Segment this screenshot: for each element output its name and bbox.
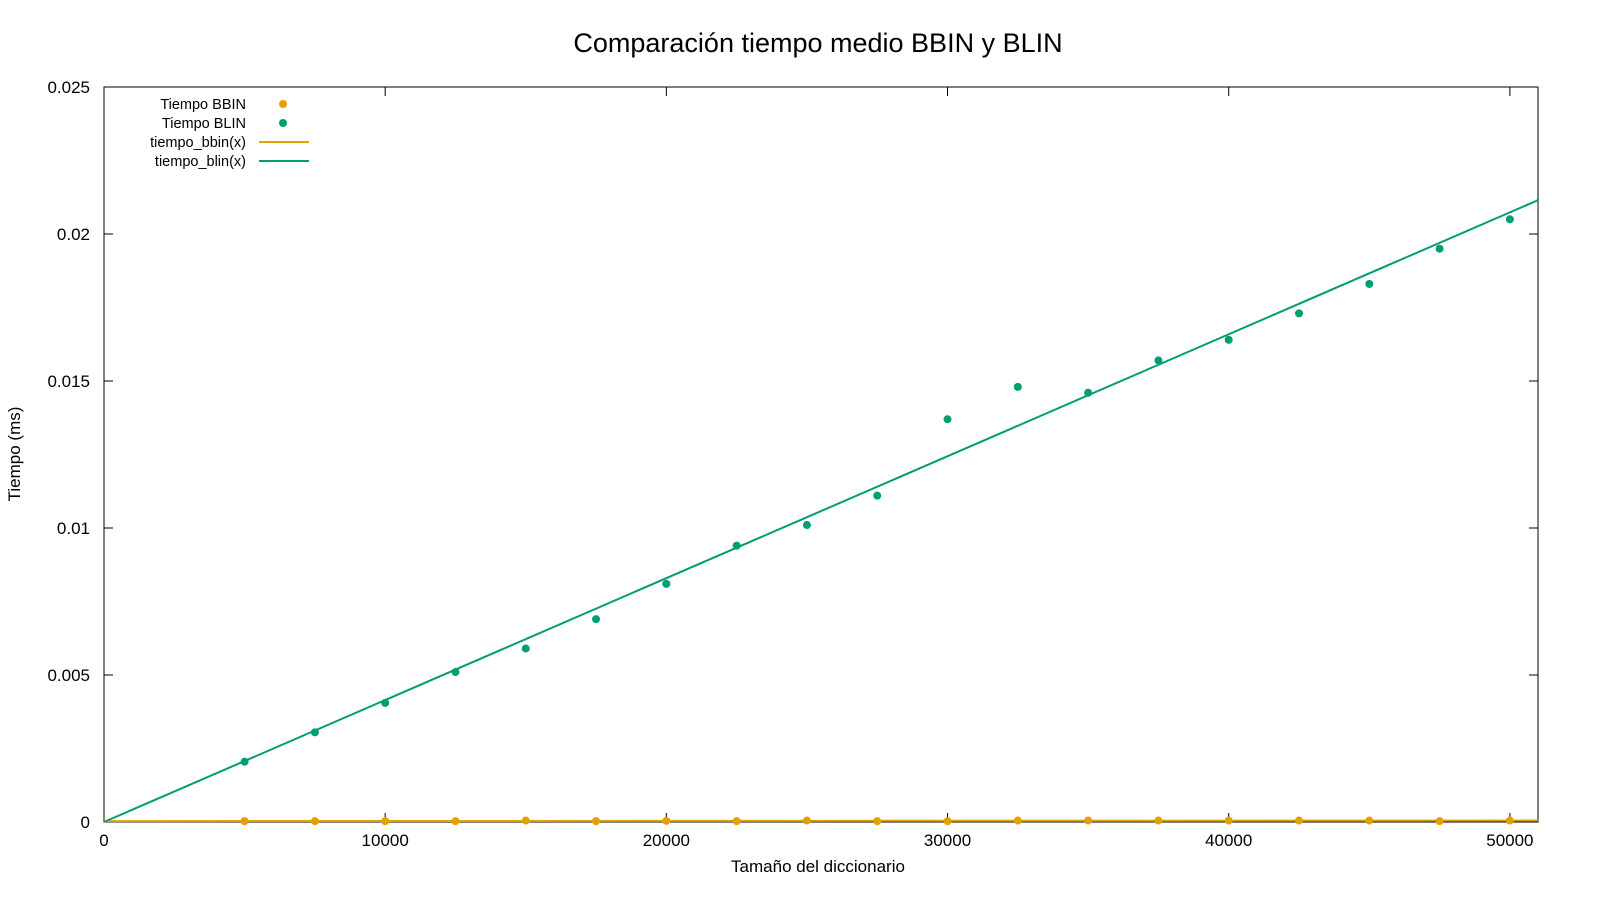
data-point (451, 817, 460, 826)
legend-marker (279, 100, 287, 108)
data-point (240, 757, 249, 766)
data-point (1505, 215, 1514, 224)
data-point (1013, 816, 1022, 825)
data-point (662, 816, 671, 825)
data-point (521, 816, 530, 825)
data-point (802, 816, 811, 825)
y-tick-label: 0.01 (57, 519, 90, 538)
data-point (1435, 244, 1444, 253)
x-tick-label: 0 (99, 831, 108, 850)
data-point (1224, 816, 1233, 825)
data-point (1154, 816, 1163, 825)
data-point (240, 817, 249, 826)
fit-line (103, 199, 1539, 823)
data-point (943, 415, 952, 424)
x-tick-label: 20000 (643, 831, 690, 850)
y-tick-label: 0.02 (57, 225, 90, 244)
data-point (1084, 816, 1093, 825)
axis-ticks: 0 10000 20000 30000 40000 50000 0 0.005 0.01 0.01… (47, 78, 1538, 850)
legend: Tiempo BBIN Tiempo BLIN tiempo_bbin(x)tiem… (150, 97, 309, 170)
data-point (732, 541, 741, 550)
x-tick-label: 40000 (1205, 831, 1252, 850)
data-point (873, 491, 882, 500)
y-tick-label: 0.015 (47, 372, 90, 391)
fit-line (103, 819, 1539, 823)
data-point (451, 668, 460, 677)
legend-marker (279, 119, 287, 127)
y-tick-label: 0.025 (47, 78, 90, 97)
data-point (592, 615, 601, 624)
data-point (1505, 816, 1514, 825)
x-tick-label: 50000 (1486, 831, 1533, 850)
data-point (1154, 356, 1163, 365)
x-tick-label: 30000 (924, 831, 971, 850)
legend-label: tiempo_bbin(x) (150, 135, 246, 151)
series-layer (103, 199, 1539, 826)
data-point (802, 521, 811, 530)
data-point (732, 817, 741, 826)
data-point (381, 817, 390, 826)
data-point (1224, 335, 1233, 344)
data-point (873, 817, 882, 826)
chart-title: Comparación tiempo medio BBIN y BLIN (573, 28, 1062, 58)
data-point (662, 579, 671, 588)
x-axis-label: Tamaño del diccionario (731, 857, 905, 876)
data-point (310, 817, 319, 826)
data-point (1365, 816, 1374, 825)
legend-label: tiempo_blin(x) (155, 154, 246, 170)
data-point (1084, 388, 1093, 397)
data-point (1295, 309, 1303, 318)
y-axis-label: Tiempo (ms) (5, 407, 24, 502)
data-point (521, 644, 530, 653)
data-point (1365, 279, 1374, 288)
legend-label: Tiempo BLIN (162, 116, 246, 132)
data-point (310, 728, 319, 737)
x-tick-label: 10000 (362, 831, 409, 850)
data-point (1435, 817, 1444, 826)
legend-label: Tiempo BBIN (160, 97, 246, 113)
data-point (592, 817, 601, 826)
y-tick-label: 0 (81, 813, 90, 832)
data-point (381, 698, 390, 707)
data-point (1295, 816, 1303, 825)
data-point (943, 817, 952, 826)
plot-frame (103, 86, 1539, 823)
y-tick-label: 0.005 (47, 666, 90, 685)
data-point (1013, 382, 1022, 391)
